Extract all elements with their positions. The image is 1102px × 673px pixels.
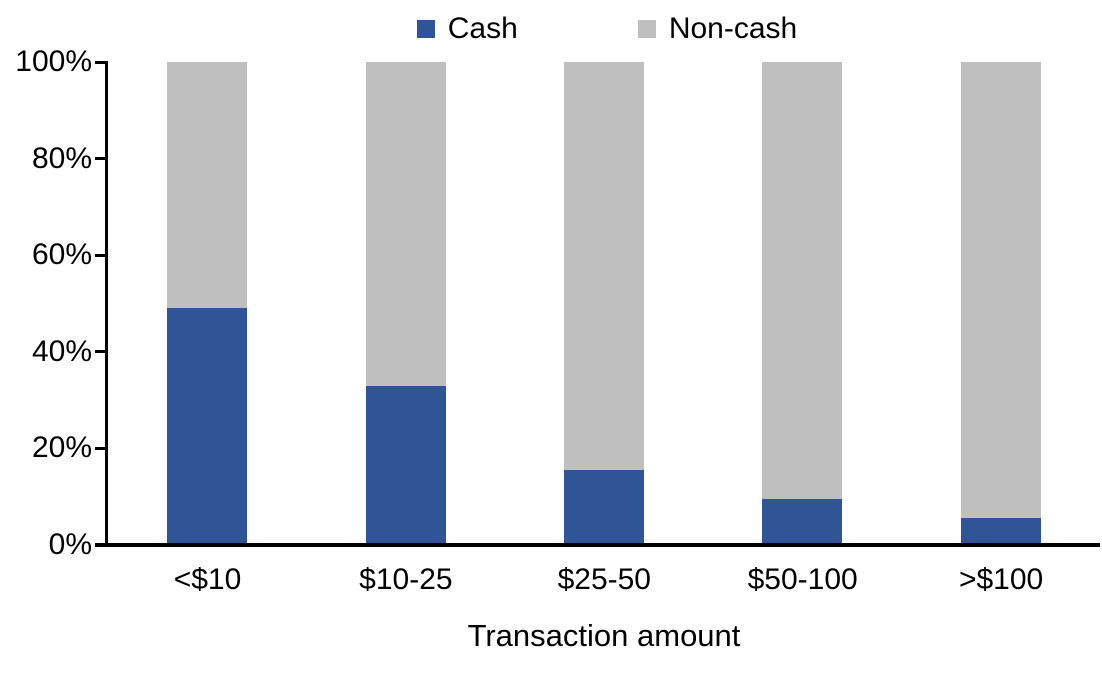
y-axis-line: [105, 62, 108, 545]
bar-segment-noncash-$50-100: [762, 62, 843, 500]
x-category-label-$50-100: $50-100: [747, 563, 858, 596]
x-category-label-<$10: <$10: [173, 563, 242, 596]
x-category-label->$100: >$100: [958, 563, 1044, 596]
bar-$50-100: [762, 62, 843, 545]
legend-item-noncash: Non-cash: [637, 12, 798, 46]
chart-legend: Cash Non-cash: [56, 12, 1102, 46]
y-tick-label-60: 60%: [31, 238, 92, 272]
bar-<$10: [167, 62, 248, 545]
y-tick-80: [95, 157, 108, 161]
legend-label-noncash: Non-cash: [668, 12, 798, 45]
bar-$25-50: [564, 62, 644, 545]
bar-segment-noncash->$100: [960, 62, 1041, 519]
x-axis-line: [95, 543, 1100, 547]
y-tick-60: [95, 253, 108, 257]
y-tick-label-20: 20%: [31, 431, 92, 465]
x-category-label-$25-50: $25-50: [557, 563, 651, 596]
legend-item-cash: Cash: [416, 12, 518, 46]
bar-$10-25: [365, 62, 446, 545]
noncash-swatch-icon: [637, 20, 656, 38]
bar-segment-noncash-<$10: [167, 62, 248, 309]
y-tick-40: [95, 350, 108, 354]
bar-segment-cash-$10-25: [365, 385, 446, 545]
y-tick-label-0: 0%: [48, 528, 92, 561]
legend-label-cash: Cash: [447, 12, 518, 45]
bar->$100: [960, 62, 1041, 545]
bar-segment-cash->$100: [960, 518, 1041, 545]
bar-segment-cash-<$10: [167, 308, 248, 545]
y-tick-20: [95, 446, 108, 450]
bar-segment-noncash-$25-50: [564, 62, 644, 471]
bar-segment-noncash-$10-25: [365, 62, 446, 386]
x-axis-title: Transaction amount: [467, 618, 741, 653]
cash-swatch-icon: [416, 20, 435, 38]
plot-area: [108, 62, 1100, 545]
bar-segment-cash-$25-50: [564, 470, 644, 545]
y-tick-label-40: 40%: [31, 334, 92, 368]
y-tick-100: [95, 60, 108, 64]
y-tick-label-100: 100%: [15, 45, 92, 78]
y-tick-label-80: 80%: [31, 141, 92, 175]
bar-segment-cash-$50-100: [762, 499, 843, 545]
x-category-label-$10-25: $10-25: [359, 563, 453, 596]
